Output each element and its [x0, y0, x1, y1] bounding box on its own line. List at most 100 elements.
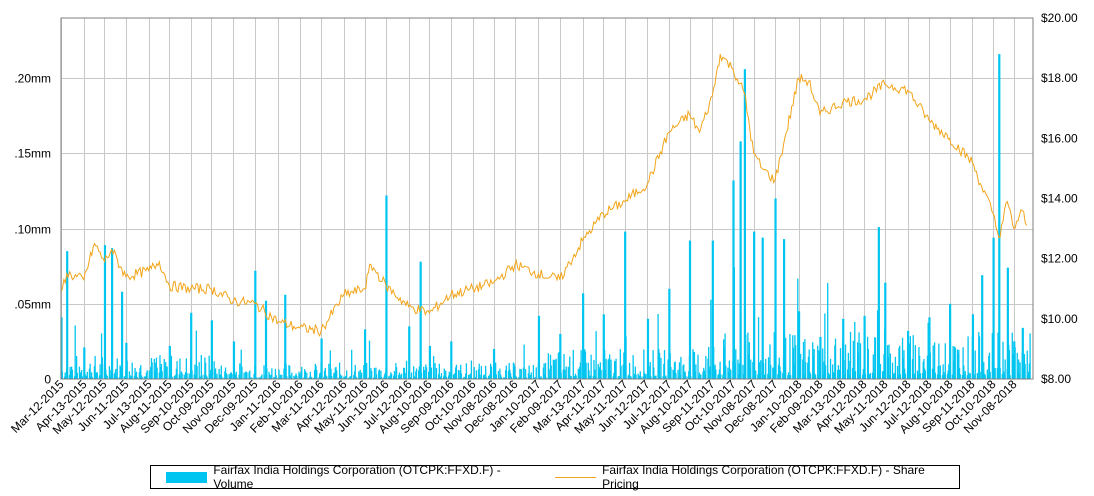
volume-bar	[802, 359, 804, 379]
volume-bar	[824, 365, 827, 379]
y-right-tick-label: $16.00	[1041, 131, 1078, 145]
price-line	[60, 53, 1028, 338]
volume-bar	[447, 375, 450, 379]
volume-bar	[633, 373, 636, 379]
volume-bar	[613, 373, 615, 379]
volume-bar	[450, 341, 453, 379]
volume-bar	[966, 375, 969, 379]
volume-bar	[585, 362, 587, 379]
volume-bar	[634, 366, 636, 379]
volume-bar	[823, 361, 825, 379]
volume-bar	[778, 357, 780, 379]
volume-bar	[804, 339, 806, 379]
volume-bar	[579, 366, 581, 379]
volume-bar	[259, 377, 261, 379]
volume-bar	[759, 374, 761, 379]
volume-bar	[480, 377, 482, 379]
volume-bar	[882, 370, 884, 379]
volume-bar	[160, 364, 163, 379]
volume-bar	[952, 346, 954, 379]
volume-bar	[333, 372, 336, 379]
volume-bar	[961, 375, 964, 379]
volume-bar	[468, 376, 470, 379]
volume-bar	[400, 377, 402, 379]
volume-bar	[155, 362, 157, 379]
volume-bar	[869, 373, 872, 379]
volume-bar	[923, 368, 926, 379]
volume-bar	[165, 362, 167, 379]
volume-bar	[813, 349, 815, 379]
volume-bar	[199, 376, 202, 379]
legend-label-volume: Fairfax India Holdings Corporation (OTCP…	[213, 463, 501, 491]
volume-bar	[549, 369, 551, 379]
volume-bar	[978, 332, 980, 379]
volume-bar	[209, 369, 212, 379]
volume-bar	[537, 315, 541, 379]
volume-bar	[1016, 352, 1018, 379]
volume-bar	[351, 349, 353, 379]
volume-bar	[163, 359, 165, 379]
volume-bar	[668, 288, 671, 379]
volume-bar	[395, 363, 397, 379]
volume-bar	[439, 377, 441, 379]
volume-bar	[80, 370, 83, 379]
volume-bar	[652, 350, 654, 379]
volume-bar	[847, 369, 849, 379]
volume-bar	[612, 376, 614, 379]
volume-bar	[832, 372, 835, 379]
volume-bar	[757, 317, 760, 379]
volume-bar	[838, 369, 840, 379]
volume-bar	[419, 261, 422, 379]
volume-bar	[338, 377, 340, 379]
volume-bar	[777, 364, 780, 379]
volume-bar	[489, 363, 492, 379]
volume-bar	[648, 376, 651, 379]
volume-bar	[326, 376, 328, 379]
volume-bar	[770, 364, 772, 379]
y-right-tick-label: $20.00	[1041, 11, 1078, 25]
volume-bar	[807, 362, 809, 379]
volume-bar	[64, 372, 66, 379]
volume-bar	[828, 374, 830, 379]
volume-bar	[201, 375, 203, 379]
volume-bar	[70, 371, 72, 379]
volume-bar	[300, 371, 302, 379]
volume-bar	[363, 329, 367, 379]
volume-bar	[305, 377, 307, 379]
volume-bar	[844, 374, 846, 379]
volume-bar	[704, 374, 706, 379]
volume-bar	[688, 240, 692, 379]
volume-bar	[520, 369, 522, 379]
volume-bar	[494, 362, 497, 379]
volume-bar	[281, 374, 283, 379]
volume-bar	[180, 376, 182, 379]
volume-bar	[309, 371, 311, 379]
volume-bar	[175, 368, 178, 379]
volume-bar	[534, 377, 537, 379]
volume-bar	[928, 317, 931, 379]
volume-bar	[224, 367, 227, 379]
volume-bar	[139, 367, 141, 379]
volume-bar	[341, 375, 343, 379]
volume-bar	[259, 377, 262, 379]
volume-bar	[818, 350, 820, 379]
volume-bar	[504, 370, 507, 379]
volume-bar	[530, 372, 532, 379]
volume-bar	[862, 369, 864, 379]
volume-bar	[708, 369, 711, 379]
volume-bar	[645, 374, 647, 379]
volume-bar	[204, 362, 207, 379]
volume-bar	[423, 370, 426, 379]
volume-bar	[687, 376, 689, 379]
volume-bar	[723, 339, 725, 379]
volume-bar	[655, 375, 657, 379]
volume-bar	[279, 374, 282, 379]
volume-bar	[814, 373, 816, 379]
volume-bar	[214, 368, 217, 379]
volume-bar	[565, 366, 567, 379]
volume-bar	[714, 364, 716, 379]
y-left-tick-label: 0	[44, 373, 51, 387]
volume-bar	[787, 372, 790, 379]
y-left-tick-label: .15mm	[14, 147, 51, 161]
volume-bar	[380, 377, 383, 379]
